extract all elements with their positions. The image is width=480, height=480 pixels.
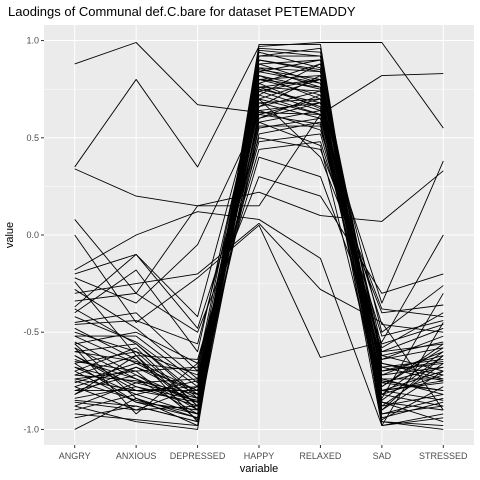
y-tick-label: 1.0 [26,36,39,46]
x-tick-label: ANXIOUS [116,451,157,461]
x-tick-label: ANGRY [59,451,91,461]
x-tick-label: SAD [373,451,392,461]
series-line-51 [74,141,444,360]
series-line-58 [74,55,444,423]
series-lines [74,42,444,430]
y-tick-label: 0.5 [26,133,39,143]
y-tick-label: 0.0 [26,230,39,240]
y-axis-title: value [4,222,16,248]
y-tick-label: -1.0 [23,424,39,434]
series-line-43 [74,90,444,403]
series-line-3 [74,113,444,304]
series-line-59 [74,110,444,372]
series-line-54 [74,67,444,399]
x-tick-label: RELAXED [299,451,342,461]
series-line-55 [74,63,444,403]
series-line-57 [74,102,444,395]
x-axis: ANGRY ANXIOUS DEPRESSED HAPPY RELAXED SAD STRE… [59,445,468,461]
series-line-49 [74,75,444,427]
series-line-60 [74,137,444,329]
series-line-52 [74,59,444,430]
y-tick-label: -0.5 [23,327,39,337]
series-line-39 [74,176,444,333]
series-line-50 [74,110,444,345]
x-tick-label: HAPPY [244,451,275,461]
series-line-53 [74,78,444,395]
x-tick-label: STRESSED [419,451,468,461]
chart-title: Laodings of Communal def.C.bare for data… [8,4,356,19]
series-line-46 [74,98,444,415]
series-line-5 [74,224,444,358]
series-line-47 [74,156,444,364]
y-axis: -1.0 -0.5 0.0 0.5 1.0 [23,36,44,434]
series-line-48 [74,102,444,384]
x-axis-title: variable [240,463,279,475]
x-tick-label: DEPRESSED [170,451,226,461]
series-line-56 [74,75,444,411]
series-line-8 [74,222,444,411]
